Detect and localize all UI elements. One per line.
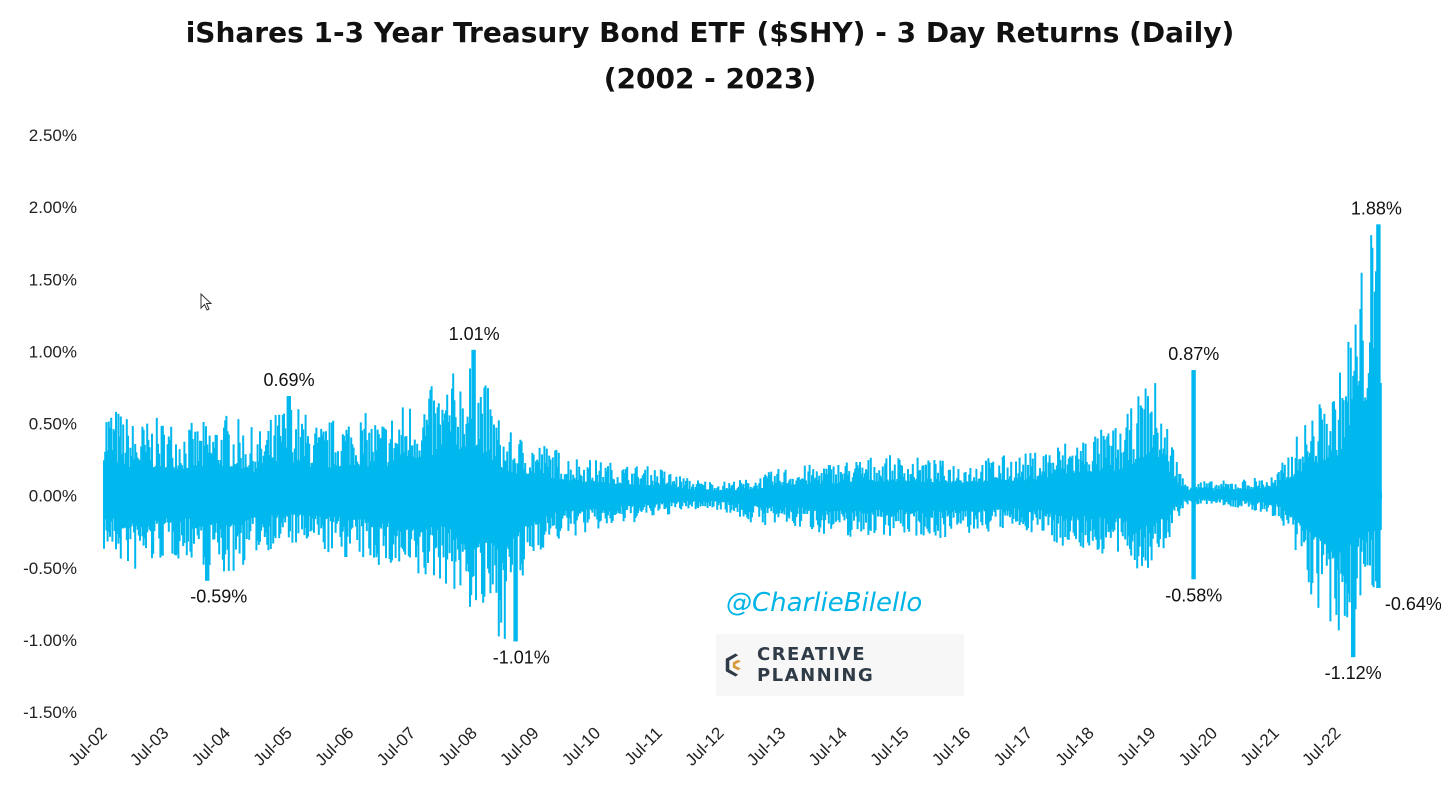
x-tick-label: Jul-12: [682, 723, 728, 769]
data-label: 1.01%: [449, 324, 500, 344]
data-label: -0.59%: [190, 587, 247, 607]
x-tick-label: Jul-05: [250, 723, 296, 769]
x-tick-label: Jul-06: [311, 723, 357, 769]
x-tick-label: Jul-15: [867, 723, 913, 769]
x-tick-label: Jul-20: [1175, 723, 1221, 769]
x-tick-label: Jul-11: [621, 723, 666, 768]
x-tick-label: Jul-04: [188, 723, 234, 769]
y-tick-label: 0.50%: [29, 415, 77, 434]
data-label: 0.69%: [264, 370, 315, 390]
y-tick-label: -1.50%: [23, 703, 77, 722]
data-label: 1.88%: [1351, 198, 1402, 218]
x-tick-label: Jul-22: [1298, 723, 1344, 769]
x-tick-label: Jul-03: [126, 723, 172, 769]
mouse-pointer-icon: [200, 293, 213, 311]
x-tick-label: Jul-17: [990, 723, 1036, 769]
creative-planning-logo: CREATIVE PLANNING: [716, 634, 964, 696]
x-tick-label: Jul-18: [1052, 723, 1098, 769]
chart-title: iShares 1-3 Year Treasury Bond ETF ($SHY…: [185, 16, 1235, 49]
x-tick-label: Jul-16: [928, 723, 974, 769]
data-label: 0.87%: [1168, 344, 1219, 364]
chart-subtitle: (2002 - 2023): [603, 62, 817, 95]
x-tick-label: Jul-21: [1237, 723, 1283, 769]
watermark-text: @CharlieBilello: [726, 588, 923, 618]
y-tick-label: 1.00%: [29, 342, 77, 361]
x-tick-label: Jul-08: [435, 723, 481, 769]
data-label: -1.12%: [1325, 663, 1382, 683]
x-axis-ticks: Jul-02 Jul-03 Jul-04 Jul-05 Jul-06 Jul-07 Jul-…: [65, 723, 1345, 769]
x-tick-label: Jul-14: [805, 723, 851, 769]
x-tick-label: Jul-10: [558, 723, 604, 769]
x-tick-label: Jul-19: [1113, 723, 1159, 769]
x-tick-label: Jul-13: [743, 723, 789, 769]
data-label-group: 0.69% 1.01% 0.87% 1.88% -0.59% -1.01% -0.58% -1…: [190, 198, 1441, 683]
x-tick-label: Jul-07: [373, 723, 419, 769]
y-tick-label: 2.50%: [29, 126, 77, 145]
y-tick-label: 0.00%: [29, 487, 77, 506]
y-tick-label: 2.00%: [29, 198, 77, 217]
data-label: -1.01%: [493, 647, 550, 667]
creative-planning-c-icon: [725, 653, 741, 677]
y-tick-label: -0.50%: [23, 559, 77, 578]
logo-text: CREATIVE PLANNING: [756, 644, 875, 686]
data-label: -0.64%: [1385, 594, 1441, 614]
y-tick-label: 1.50%: [29, 270, 77, 289]
series-area: [103, 224, 1382, 658]
x-tick-label: Jul-02: [65, 723, 111, 769]
x-tick-label: Jul-09: [496, 723, 542, 769]
y-axis-ticks: 2.50% 2.00% 1.50% 1.00% 0.50% 0.00% -0.50% -1.0…: [23, 126, 77, 722]
data-label: -0.58%: [1165, 585, 1222, 605]
y-tick-label: -1.00%: [23, 631, 77, 650]
